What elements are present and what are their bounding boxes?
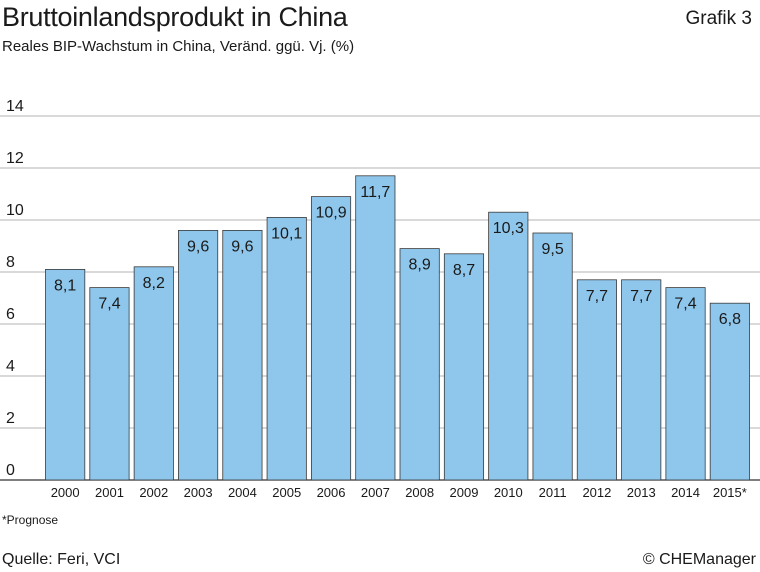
y-tick-label: 4 bbox=[6, 358, 15, 375]
y-tick-label: 10 bbox=[6, 202, 24, 219]
x-tick-label: 2013 bbox=[627, 485, 656, 500]
data-label: 6,8 bbox=[719, 311, 741, 328]
data-label: 10,1 bbox=[271, 225, 302, 242]
y-tick-label: 12 bbox=[6, 150, 24, 167]
data-label: 8,7 bbox=[453, 262, 475, 279]
x-tick-label: 2009 bbox=[450, 485, 479, 500]
bar bbox=[532, 232, 573, 481]
y-tick-label: 0 bbox=[6, 462, 15, 479]
y-axis-ticks: 0 2 4 6 8 10 12 14 bbox=[6, 98, 24, 479]
chart-subtitle: Reales BIP-Wachstum in China, Veränd. gg… bbox=[2, 38, 355, 55]
bar bbox=[621, 279, 662, 481]
data-label: 8,1 bbox=[54, 277, 76, 294]
data-label: 11,7 bbox=[360, 184, 390, 201]
x-tick-label: 2014 bbox=[671, 485, 700, 500]
footnote: *Prognose bbox=[2, 513, 59, 527]
data-label: 7,4 bbox=[674, 296, 696, 313]
x-tick-label: 2004 bbox=[228, 485, 257, 500]
bar bbox=[266, 216, 307, 481]
bar bbox=[178, 229, 219, 481]
data-label: 8,2 bbox=[143, 275, 165, 292]
bar bbox=[399, 248, 440, 481]
x-tick-label: 2007 bbox=[361, 485, 390, 500]
data-label: 8,9 bbox=[409, 257, 431, 274]
y-tick-label: 2 bbox=[6, 410, 15, 427]
data-labels: 8,1 7,4 8,2 9,6 9,6 10,1 10,9 11,7 8,9 8,7 10,3 9,5… bbox=[54, 184, 741, 328]
x-tick-label: 2002 bbox=[139, 485, 168, 500]
data-label: 9,5 bbox=[541, 241, 563, 258]
data-label: 10,3 bbox=[493, 220, 524, 237]
x-tick-label: 2003 bbox=[184, 485, 213, 500]
copyright-credit: © CHEManager bbox=[642, 551, 756, 568]
x-tick-label: 2012 bbox=[582, 485, 611, 500]
figure-label: Grafik 3 bbox=[685, 8, 752, 29]
bar bbox=[665, 287, 706, 481]
x-tick-label: 2005 bbox=[272, 485, 301, 500]
data-label: 9,6 bbox=[231, 238, 253, 255]
data-label: 7,4 bbox=[98, 296, 120, 313]
source-note: Quelle: Feri, VCI bbox=[2, 551, 121, 568]
x-tick-label: 2000 bbox=[51, 485, 80, 500]
x-tick-label: 2008 bbox=[405, 485, 434, 500]
data-label: 7,7 bbox=[630, 288, 652, 305]
bar bbox=[488, 211, 529, 481]
y-tick-label: 8 bbox=[6, 254, 15, 271]
x-tick-label: 2010 bbox=[494, 485, 523, 500]
bar bbox=[133, 266, 174, 481]
bars bbox=[45, 175, 750, 481]
bar bbox=[355, 175, 396, 481]
data-label: 7,7 bbox=[586, 288, 608, 305]
bar bbox=[89, 287, 130, 481]
x-tick-label: 2006 bbox=[317, 485, 346, 500]
y-tick-label: 14 bbox=[6, 98, 24, 115]
x-tick-label: 2001 bbox=[95, 485, 124, 500]
y-tick-label: 6 bbox=[6, 306, 15, 323]
x-tick-label: 2011 bbox=[539, 485, 567, 500]
data-label: 9,6 bbox=[187, 238, 209, 255]
bar bbox=[45, 268, 86, 481]
x-tick-label: 2015* bbox=[713, 485, 747, 500]
bar bbox=[576, 279, 617, 481]
bar bbox=[222, 229, 263, 481]
data-label: 10,9 bbox=[315, 205, 346, 222]
x-axis-ticks: 2000 2001 2002 2003 2004 2005 2006 2007 2008 2009… bbox=[51, 485, 747, 500]
bar bbox=[709, 302, 750, 481]
bar bbox=[310, 196, 352, 481]
bar bbox=[443, 253, 485, 481]
chart-title: Bruttoinlandsprodukt in China bbox=[2, 2, 348, 32]
